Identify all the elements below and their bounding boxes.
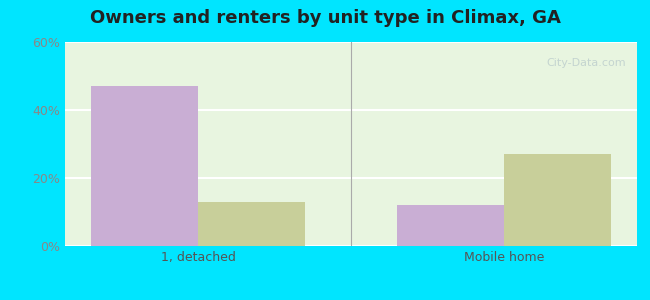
Text: City-Data.com: City-Data.com <box>546 58 625 68</box>
Bar <box>397 205 504 246</box>
Bar <box>198 202 305 246</box>
Bar <box>91 86 198 246</box>
Text: Owners and renters by unit type in Climax, GA: Owners and renters by unit type in Clima… <box>90 9 560 27</box>
Bar <box>504 154 611 246</box>
